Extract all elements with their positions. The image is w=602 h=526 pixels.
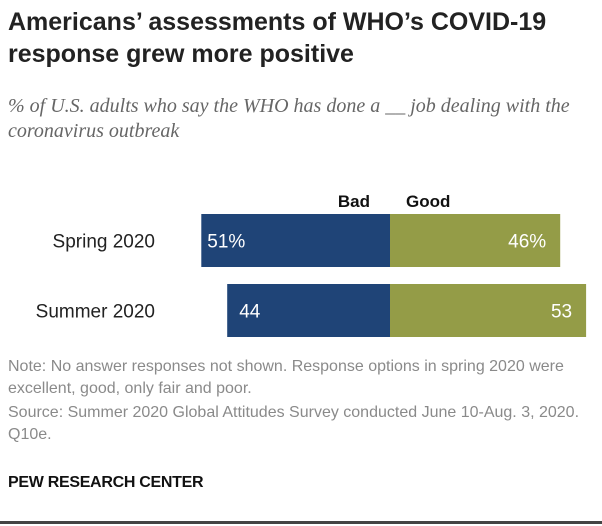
data-label-bad: 44 [239,302,261,323]
category-label: Summer 2020 [36,302,155,323]
legend-good: Good [406,192,450,211]
bottom-rule [0,521,602,524]
note-text: Note: No answer responses not shown. Res… [8,358,564,397]
bar-good [390,214,561,267]
bar-bad [201,214,390,267]
bar-good [390,284,587,337]
data-label-good: 46% [508,232,546,253]
chart-title: Americans’ assessments of WHO’s COVID-19… [8,8,547,68]
data-label-bad: 51% [207,232,245,253]
bar-bad [227,284,390,337]
legend-bad: Bad [338,192,370,211]
data-label-good: 53 [551,302,572,323]
source-text: Source: Summer 2020 Global Attitudes Sur… [8,404,580,443]
category-label: Spring 2020 [53,232,155,253]
diverging-bar-chart: Bad Good Spring 2020 51% 46% Summer 2020 44 53 [36,192,587,337]
brand-logo-text: PEW RESEARCH CENTER [8,474,204,491]
chart-subtitle: % of U.S. adults who say the WHO has don… [8,95,570,142]
